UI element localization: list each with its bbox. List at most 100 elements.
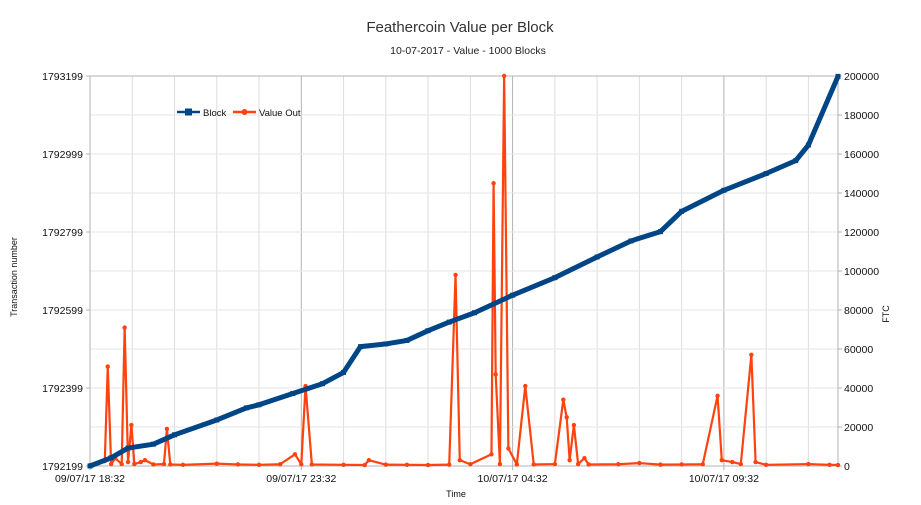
value-out-point [523,383,528,389]
block-point [763,171,769,176]
value-out-point [256,462,262,468]
chart-subtitle: 10-07-2017 - Value - 1000 Blocks [390,45,546,57]
left-tick-label: 1792999 [42,149,83,161]
left-axis-label: Transaction number [9,237,19,317]
value-out-point [571,422,577,428]
value-out-point [575,461,581,467]
right-tick-label: 40000 [844,383,873,395]
x-tick-label: 10/07/17 09:32 [689,473,759,485]
value-out-point [719,457,724,463]
left-tick-label: 1792599 [42,305,83,317]
right-tick-label: 0 [844,461,850,473]
value-out-point [277,462,283,467]
block-point [404,337,410,343]
block-point [628,238,634,244]
value-out-point [119,461,124,467]
right-tick-label: 200000 [844,71,879,83]
value-out-point [753,459,758,465]
block-point [243,405,249,411]
value-out-point [493,372,498,377]
value-out-point [105,364,110,369]
legend-block-marker [185,108,192,116]
value-out-point [235,462,241,467]
series-layer [87,73,841,469]
block-point [835,73,841,79]
value-out-point [561,397,566,402]
block-point [87,463,93,469]
right-tick-label: 100000 [844,266,879,278]
value-out-point [616,462,621,467]
value-out-point [132,461,137,467]
x-axis-ticks: 09/07/17 18:32 09/07/17 23:32 10/07/17 04:… [55,466,759,485]
x-tick-label: 09/07/17 23:32 [266,473,336,485]
block-point [805,142,811,148]
value-out-point [214,461,219,466]
value-out-point [564,415,569,420]
value-out-point [161,461,167,467]
value-out-point [506,446,511,451]
value-out-point [299,462,304,467]
value-out-point [738,461,744,467]
value-out-point [122,325,127,330]
value-out-point [142,457,148,463]
legend-value-label: Value Out [259,108,301,119]
left-axis-ticks: 1792199 1792399 1792599 1792799 1792999 17931… [42,71,90,473]
block-point [172,432,178,438]
value-out-point [383,462,389,467]
x-tick-label: 09/07/17 18:32 [55,473,125,485]
value-out-point [447,462,452,467]
value-out-point [491,181,496,186]
block-point [383,341,389,347]
value-out-point [749,352,754,358]
right-tick-label: 20000 [844,422,873,434]
value-out-point [341,462,346,468]
block-point [658,229,664,235]
x-tick-label: 10/07/17 04:32 [478,473,548,485]
left-tick-label: 1792399 [42,383,83,395]
value-out-point [827,462,832,468]
block-point [125,445,131,451]
value-out-point [151,462,156,467]
right-tick-label: 180000 [844,110,879,122]
value-out-point [730,459,735,465]
block-point [357,344,363,350]
value-out-point [658,462,663,467]
block-point [214,417,220,423]
left-tick-label: 1792799 [42,227,83,239]
block-point [472,310,478,316]
x-axis-label: Time [446,489,466,499]
value-out-point [425,462,431,468]
value-out-point [108,461,114,467]
right-axis-ticks: 0 20000 40000 60000 80000 100000 120000 140000 1… [838,71,879,473]
value-out-point [180,462,186,468]
block-point [510,292,516,298]
block-point [793,158,799,164]
block-point [341,369,347,375]
legend-block-label: Block [203,108,226,119]
left-tick-label: 1793199 [42,71,83,83]
grid [89,75,838,467]
legend: Block Value Out [177,108,301,119]
value-out-point [552,461,558,467]
value-out-point [582,456,587,461]
block-point [552,275,558,281]
series-block-line [87,73,841,469]
value-out-point [497,461,503,467]
block-point [256,402,262,408]
value-out-point [453,272,458,278]
value-out-point [835,462,841,468]
value-out-point [806,461,811,467]
block-point [290,390,296,396]
value-out-point [138,459,143,465]
value-out-point [404,462,410,468]
right-tick-label: 80000 [844,305,873,317]
value-out-point [567,457,572,463]
block-point [150,441,156,447]
block-point [446,319,452,325]
value-out-point [763,462,769,468]
value-out-point [679,462,684,467]
right-tick-label: 120000 [844,227,879,239]
right-tick-label: 160000 [844,149,879,161]
value-out-point [125,459,131,465]
